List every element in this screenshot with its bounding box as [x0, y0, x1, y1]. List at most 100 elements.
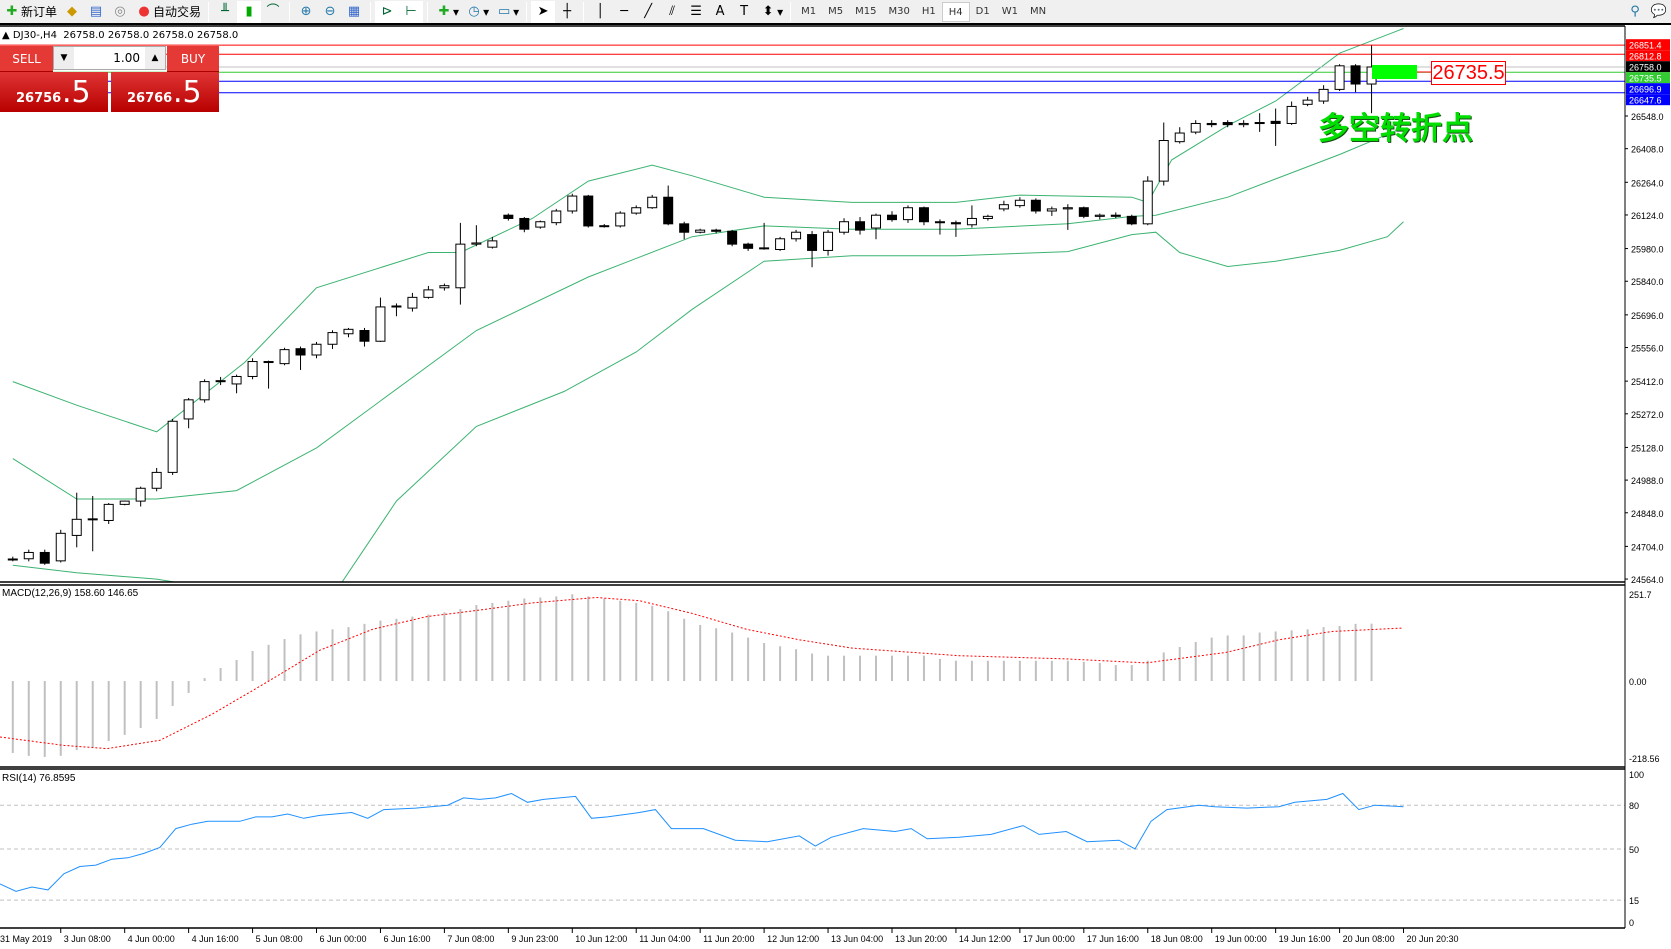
- sell-button[interactable]: SELL: [0, 46, 53, 72]
- candle-body: [839, 221, 850, 233]
- candle: [359, 327, 370, 347]
- gold-bar-icon: ◆: [67, 3, 78, 19]
- candle-body: [1270, 120, 1281, 124]
- timeframe-m5[interactable]: M5: [828, 5, 844, 17]
- candle: [1126, 214, 1137, 226]
- buy-button[interactable]: BUY: [167, 46, 219, 72]
- candle-body: [87, 518, 98, 521]
- clock-icon: ◷: [468, 3, 480, 19]
- timeframe-w1[interactable]: W1: [1001, 5, 1018, 17]
- price-tick-label: 25412.0: [1631, 377, 1664, 387]
- macd-histogram-bar: [954, 660, 957, 681]
- new-order-button[interactable]: ✚ 新订单: [0, 1, 60, 23]
- candle-body: [375, 306, 386, 342]
- bar-chart-button[interactable]: ╨: [213, 1, 237, 23]
- zoom-in-button[interactable]: ⊕: [294, 1, 318, 23]
- timeframe-h4[interactable]: H4: [941, 1, 970, 22]
- macd-histogram-bar: [619, 600, 622, 681]
- macd-histogram-bar: [123, 681, 126, 735]
- candle: [1014, 197, 1025, 208]
- timeframe-d1[interactable]: D1: [975, 5, 990, 17]
- time-tick-label: 19 Jun 00:00: [1215, 934, 1267, 944]
- tile-windows-button[interactable]: ▦: [342, 1, 366, 23]
- macd-histogram-bar: [1082, 661, 1085, 681]
- arrows-button[interactable]: ⬍ ▾: [756, 1, 786, 23]
- lot-decrease-button[interactable]: ▼: [54, 47, 74, 69]
- equidistant-channel-button[interactable]: ⫽: [660, 1, 684, 23]
- candle-body: [631, 207, 642, 214]
- timeframe-h1[interactable]: H1: [921, 5, 936, 17]
- time-tick-label: 3 Jun 08:00: [64, 934, 111, 944]
- annotation-text[interactable]: 多空转折点: [1318, 111, 1473, 147]
- indicators-button[interactable]: ✚ ▾: [432, 1, 462, 23]
- line-chart-button[interactable]: ⌒: [261, 1, 285, 23]
- macd-signal-line: [0, 596, 1404, 750]
- candle: [183, 397, 194, 429]
- auto-trading-button[interactable]: ● 自动交易: [132, 1, 204, 23]
- ohlc-values: 26758.0 26758.0 26758.0 26758.0: [63, 30, 239, 41]
- time-tick-label: 17 Jun 16:00: [1087, 934, 1139, 944]
- add-indicator-icon: ✚: [438, 3, 450, 19]
- candle-body: [902, 207, 913, 221]
- price-level-label: 26647.6: [1629, 96, 1662, 106]
- crosshair-button[interactable]: ┼: [555, 1, 579, 23]
- candle: [599, 224, 610, 228]
- candle: [902, 205, 913, 223]
- macd-histogram-bar: [827, 655, 830, 681]
- buy-price-box[interactable]: 26766.5: [111, 72, 219, 112]
- candle-body: [1110, 214, 1121, 217]
- auto-scroll-button[interactable]: ⊳: [375, 0, 400, 23]
- candle: [1270, 108, 1281, 146]
- history-icon: ▤: [89, 3, 103, 19]
- search-button[interactable]: ⚲: [1623, 1, 1647, 23]
- timeframe-m30[interactable]: M30: [888, 5, 910, 17]
- horizontal-line-button[interactable]: ─: [612, 1, 636, 23]
- price-tick-label: 26264.0: [1631, 178, 1664, 188]
- macd-histogram-bar: [1194, 641, 1197, 681]
- candle-body: [407, 296, 418, 309]
- candle-body: [39, 551, 50, 564]
- price-level-label: 26696.9: [1629, 85, 1662, 95]
- price-label-object[interactable]: 26735.5: [1431, 61, 1506, 85]
- lot-increase-button[interactable]: ▲: [145, 47, 165, 69]
- fibonacci-button[interactable]: ☰: [684, 1, 708, 23]
- candle-body: [807, 234, 818, 251]
- sell-price-box[interactable]: 26756.5: [0, 72, 108, 112]
- sell-price-main: 26756: [16, 91, 62, 106]
- lot-input[interactable]: 1.00: [113, 51, 140, 65]
- candle-body: [1046, 208, 1057, 212]
- macd-histogram-bar: [779, 646, 782, 681]
- time-tick-label: 9 Jun 23:00: [511, 934, 558, 944]
- time-tick-label: 13 Jun 04:00: [831, 934, 883, 944]
- periods-button[interactable]: ◷ ▾: [462, 1, 492, 23]
- collapse-triangle-icon[interactable]: ▲: [2, 30, 10, 41]
- chart-shift-button[interactable]: ⊢: [399, 0, 424, 23]
- vertical-line-button[interactable]: │: [588, 1, 612, 23]
- candle: [1286, 101, 1297, 125]
- history-center-button[interactable]: ▤: [84, 1, 108, 23]
- candle-body: [743, 243, 754, 249]
- candlestick-button[interactable]: ▮: [237, 0, 262, 23]
- text-button[interactable]: A: [708, 1, 732, 23]
- trendline-button[interactable]: ╱: [636, 1, 660, 23]
- timeframe-bar: M1 M5 M15 M30 H1 H4 D1 W1 MN: [795, 1, 1052, 22]
- trendline-icon: ╱: [644, 3, 653, 19]
- price-tick-label: 25696.0: [1631, 311, 1664, 321]
- signals-button[interactable]: ◎: [108, 1, 132, 23]
- zoom-out-button[interactable]: ⊖: [318, 1, 342, 23]
- market-watch-button[interactable]: ◆: [60, 1, 84, 23]
- candle: [966, 205, 977, 228]
- timeframe-m1[interactable]: M1: [801, 5, 817, 17]
- chat-button[interactable]: 💬: [1647, 1, 1671, 23]
- cursor-button[interactable]: ➤: [531, 0, 556, 23]
- candle: [135, 486, 146, 507]
- timeframe-m15[interactable]: M15: [855, 5, 877, 17]
- candle: [519, 217, 530, 233]
- candle: [1046, 206, 1057, 216]
- candle: [807, 231, 818, 268]
- templates-button[interactable]: ▭ ▾: [492, 1, 522, 23]
- price-level-label: 26758.0: [1629, 63, 1662, 73]
- timeframe-mn[interactable]: MN: [1029, 5, 1047, 17]
- text-label-button[interactable]: T: [732, 1, 756, 23]
